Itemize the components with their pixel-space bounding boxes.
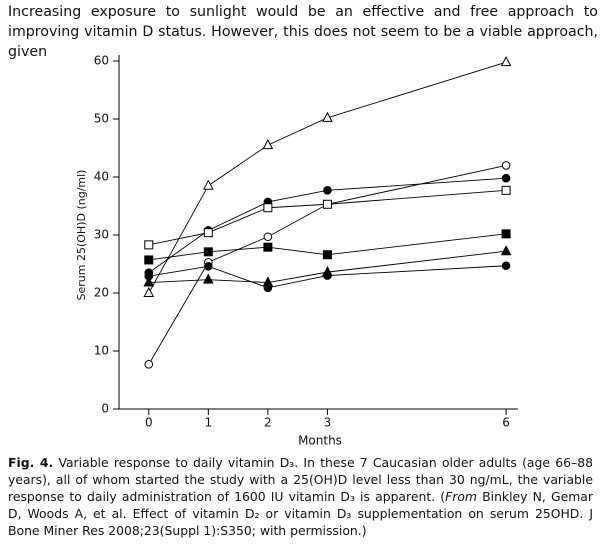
chart: Months Serum 25(OH)D (ng/ml) 01020304050… [75,54,518,448]
marker [501,161,511,170]
marker [263,283,273,293]
marker [263,203,273,213]
y-tick-label: 40 [94,170,109,184]
y-tick-label: 10 [94,344,109,358]
y-axis-label: Serum 25(OH)D (ng/ml) [75,170,88,301]
marker [144,271,154,281]
marker [263,232,273,242]
marker [203,228,213,238]
marker [143,276,155,287]
x-tick-label: 3 [324,416,332,430]
marker [501,173,511,183]
marker [144,255,154,265]
marker [322,199,332,209]
marker [203,247,213,257]
caption-label: Fig. 4. [8,455,54,470]
y-tick-label: 0 [101,402,109,416]
x-tick-label: 6 [502,416,510,430]
x-tick-label: 2 [264,416,272,430]
caption-text: Binkley N, Gemar D, Woods A, et al. Effe… [8,489,593,538]
marker [322,250,332,260]
caption-italic: From [445,489,477,504]
marker [323,271,332,280]
x-tick-label: 1 [205,416,213,430]
marker [500,56,512,67]
marker [501,229,511,239]
marker [262,139,274,150]
marker [263,242,273,252]
caption-text: Variable response to daily vitamin D₃. I… [8,455,593,504]
y-tick-label: 50 [94,112,109,126]
marker [501,185,511,195]
marker [143,286,155,297]
series-line [148,164,507,365]
y-tick-label: 20 [94,286,109,300]
marker [202,273,214,284]
marker [202,179,214,190]
marker [144,360,154,369]
marker [144,240,154,250]
series-line [148,189,507,246]
marker [323,186,332,195]
caption: Fig. 4. Variable response to daily vitam… [8,454,593,539]
marker [204,262,213,271]
marker [500,245,512,256]
y-tick-label: 60 [94,54,109,68]
body-text: Increasing exposure to sunlight would be… [8,4,598,60]
x-axis-label: Months [298,434,342,448]
marker [501,261,511,271]
y-tick-label: 30 [94,228,109,242]
x-tick-label: 0 [145,416,153,430]
marker [322,111,333,122]
